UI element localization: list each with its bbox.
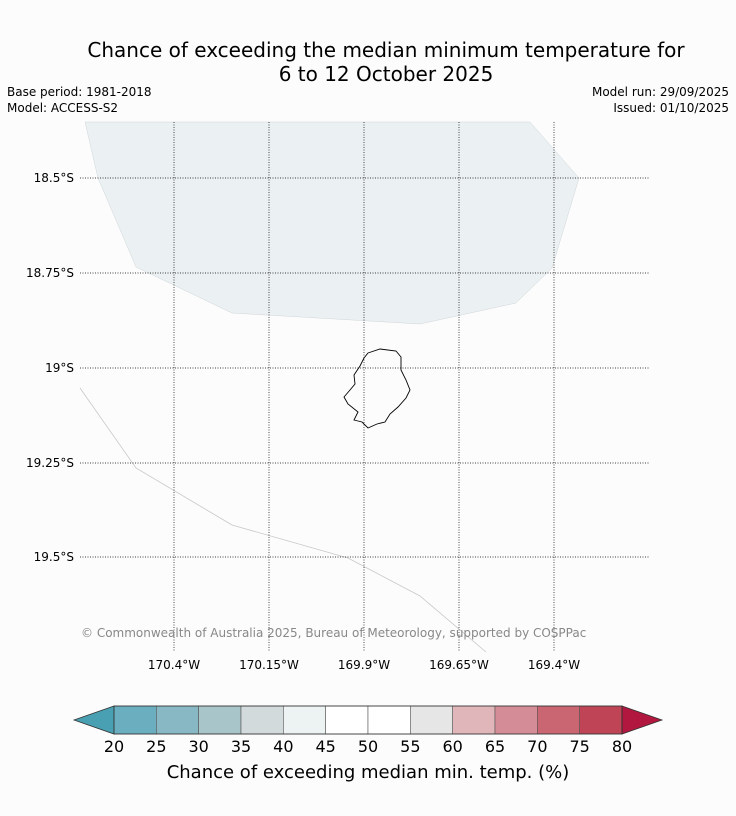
lat-label: 19.5°S bbox=[34, 550, 74, 564]
colorbar-under-arrow bbox=[72, 705, 115, 735]
colorbar-cell bbox=[367, 705, 411, 735]
shaded-region bbox=[84, 121, 580, 325]
meta-left: Base period: 1981-2018 Model: ACCESS-S2 bbox=[7, 84, 152, 116]
colorbar-cell bbox=[325, 705, 369, 735]
colorbar-cell bbox=[410, 705, 453, 735]
colorbar-tick-label: 50 bbox=[358, 737, 378, 756]
lat-label: 18.75°S bbox=[26, 266, 74, 280]
colorbar-cell bbox=[240, 705, 284, 735]
colorbar-cell bbox=[579, 705, 623, 735]
lon-label: 170.15°W bbox=[239, 658, 299, 672]
colorbar-tick-label: 75 bbox=[569, 737, 589, 756]
colorbar-cell bbox=[198, 705, 242, 735]
island-outline bbox=[343, 348, 411, 429]
colorbar-tick-label: 55 bbox=[400, 737, 420, 756]
model-name: Model: ACCESS-S2 bbox=[7, 101, 119, 115]
colorbar-tick-label: 45 bbox=[315, 737, 335, 756]
base-period: Base period: 1981-2018 bbox=[7, 85, 152, 99]
colorbar: 20 25 30 35 40 45 50 55 60 65 70 75 80 Chance of exc… bbox=[72, 705, 664, 783]
colorbar-tick-label: 25 bbox=[146, 737, 166, 756]
outer-boundary-line bbox=[79, 387, 487, 653]
colorbar-frame bbox=[113, 705, 623, 735]
colorbar-tick-label: 35 bbox=[231, 737, 251, 756]
lon-label: 169.9°W bbox=[338, 658, 390, 672]
lat-label: 18.5°S bbox=[34, 171, 74, 185]
colorbar-tick-label: 30 bbox=[188, 737, 208, 756]
colorbar-cells bbox=[113, 705, 623, 735]
copyright-notice: © Commonwealth of Australia 2025, Bureau… bbox=[81, 626, 586, 640]
map-title: Chance of exceeding the median minimum t… bbox=[0, 38, 736, 86]
lat-labels: 18.5°S 18.75°S 19°S 19.25°S 19.5°S bbox=[26, 171, 74, 564]
meta-right: Model run: 29/09/2025 Issued: 01/10/2025 bbox=[592, 84, 729, 116]
colorbar-tick-label: 70 bbox=[527, 737, 547, 756]
map-area: 18.5°S 18.75°S 19°S 19.25°S 19.5°S 170.4… bbox=[26, 121, 649, 672]
lon-label: 169.4°W bbox=[528, 658, 580, 672]
colorbar-cell bbox=[452, 705, 496, 735]
lon-labels: 170.4°W 170.15°W 169.9°W 169.65°W 169.4°… bbox=[148, 658, 580, 672]
lat-label: 19°S bbox=[45, 361, 74, 375]
colorbar-tick-label: 80 bbox=[612, 737, 632, 756]
colorbar-ticks: 20 25 30 35 40 45 50 55 60 65 70 75 80 bbox=[104, 737, 632, 756]
colorbar-tick-label: 65 bbox=[485, 737, 505, 756]
title-line-1: Chance of exceeding the median minimum t… bbox=[87, 38, 685, 62]
colorbar-tick-label: 20 bbox=[104, 737, 124, 756]
colorbar-cell bbox=[537, 705, 580, 735]
graticule bbox=[80, 122, 649, 652]
lon-label: 169.65°W bbox=[429, 658, 489, 672]
colorbar-cell bbox=[283, 705, 326, 735]
colorbar-cell bbox=[494, 705, 538, 735]
colorbar-cell bbox=[113, 705, 157, 735]
lat-label: 19.25°S bbox=[26, 456, 74, 470]
model-run: Model run: 29/09/2025 bbox=[591, 85, 729, 99]
colorbar-cell bbox=[156, 705, 199, 735]
colorbar-tick-label: 60 bbox=[442, 737, 462, 756]
issued-date: Issued: 01/10/2025 bbox=[613, 101, 729, 115]
title-line-2: 6 to 12 October 2025 bbox=[278, 62, 494, 86]
lon-label: 170.4°W bbox=[148, 658, 200, 672]
colorbar-title: Chance of exceeding median min. temp. (%… bbox=[167, 762, 570, 783]
colorbar-over-arrow bbox=[621, 705, 664, 735]
colorbar-tick-label: 40 bbox=[273, 737, 293, 756]
